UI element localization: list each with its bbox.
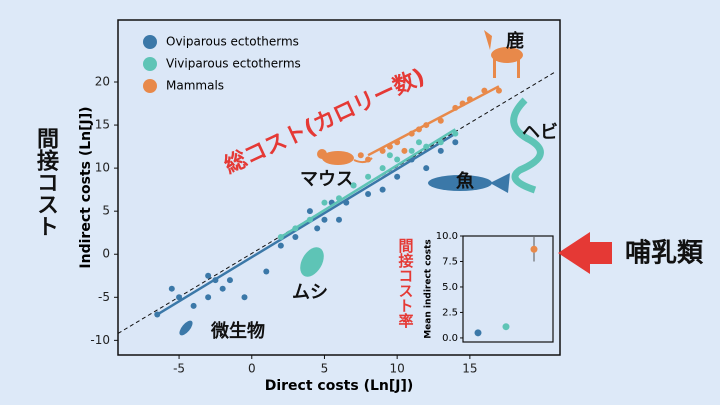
x-axis-label: Direct costs (Ln[J]) <box>265 378 414 394</box>
point <box>365 190 372 197</box>
point <box>386 152 393 159</box>
point <box>219 285 226 292</box>
y-tick-label: 10 <box>95 161 110 175</box>
point <box>241 294 248 301</box>
point <box>502 323 510 331</box>
inset-y-label: Mean indirect costs <box>424 239 434 339</box>
legend-label: Viviparous ectotherms <box>166 57 301 71</box>
y-tick-label: 15 <box>95 118 110 132</box>
legend-marker <box>143 79 157 93</box>
mouse-icon <box>317 149 373 165</box>
y-tick-label: -10 <box>90 333 110 347</box>
point <box>495 87 502 94</box>
arrow <box>558 232 612 274</box>
y-tick-label: 20 <box>95 75 110 89</box>
point <box>379 186 386 193</box>
point <box>205 272 212 279</box>
y-tick-label: 2.5 <box>442 307 458 318</box>
point <box>350 182 357 189</box>
indirect-rate-label: 間接コスト率 <box>397 238 415 329</box>
point <box>437 147 444 154</box>
y-tick-label: 0 <box>102 247 110 261</box>
fit-line <box>280 128 456 239</box>
mammals-label: 哺乳類 <box>625 239 704 269</box>
insect-icon <box>300 247 324 277</box>
point <box>314 225 321 232</box>
y-tick-label: -5 <box>98 290 110 304</box>
fish-label: 魚 <box>456 170 474 192</box>
point <box>394 173 401 180</box>
snake-icon <box>510 97 544 194</box>
point <box>226 277 233 284</box>
y-tick-label: 5 <box>102 204 110 218</box>
point <box>415 139 422 146</box>
x-tick-label: 5 <box>321 362 329 376</box>
insect-label: ムシ <box>292 282 328 303</box>
legend-marker <box>143 57 157 71</box>
point <box>365 173 372 180</box>
y-tick-label: 10.0 <box>436 231 458 242</box>
snake-label: ヘビ <box>522 122 558 143</box>
mouse-label: マウス <box>300 169 354 190</box>
indirect-cost-label: 間接コスト <box>33 127 59 237</box>
point <box>321 216 328 223</box>
point <box>530 245 538 253</box>
point <box>423 165 430 172</box>
point <box>263 268 270 275</box>
point <box>401 147 408 154</box>
point <box>205 294 212 301</box>
fit-line <box>367 85 500 157</box>
point <box>277 242 284 249</box>
y-tick-label: 7.5 <box>442 256 458 267</box>
point <box>379 165 386 172</box>
point <box>292 234 299 241</box>
deer-label: 鹿 <box>506 30 524 52</box>
legend-marker <box>143 35 157 49</box>
point <box>394 156 401 163</box>
microbe-label: 微生物 <box>210 320 265 342</box>
point <box>176 294 183 301</box>
point <box>437 139 444 146</box>
point <box>408 147 415 154</box>
x-tick-label: 10 <box>390 362 405 376</box>
point <box>452 130 459 137</box>
x-tick-label: 0 <box>248 362 256 376</box>
deer-icon <box>484 30 523 78</box>
point <box>336 216 342 223</box>
y-tick-label: 5.0 <box>442 282 458 293</box>
microbe-icon <box>179 320 193 336</box>
fish-icon <box>428 173 510 193</box>
legend-label: Mammals <box>166 79 224 93</box>
point <box>321 199 328 206</box>
point <box>306 208 313 215</box>
x-tick-label: -5 <box>173 362 185 376</box>
point <box>190 302 197 309</box>
point <box>452 139 459 146</box>
legend-label: Oviparous ectotherms <box>166 35 299 49</box>
fit-line <box>156 132 456 316</box>
y-tick-label: 0.0 <box>442 333 458 344</box>
point <box>474 329 482 337</box>
point <box>437 117 444 124</box>
y-axis-label: Indirect costs (Ln[J]) <box>78 106 94 268</box>
point <box>168 285 175 292</box>
x-tick-label: 15 <box>462 362 477 376</box>
point <box>357 152 364 159</box>
point <box>365 156 372 163</box>
